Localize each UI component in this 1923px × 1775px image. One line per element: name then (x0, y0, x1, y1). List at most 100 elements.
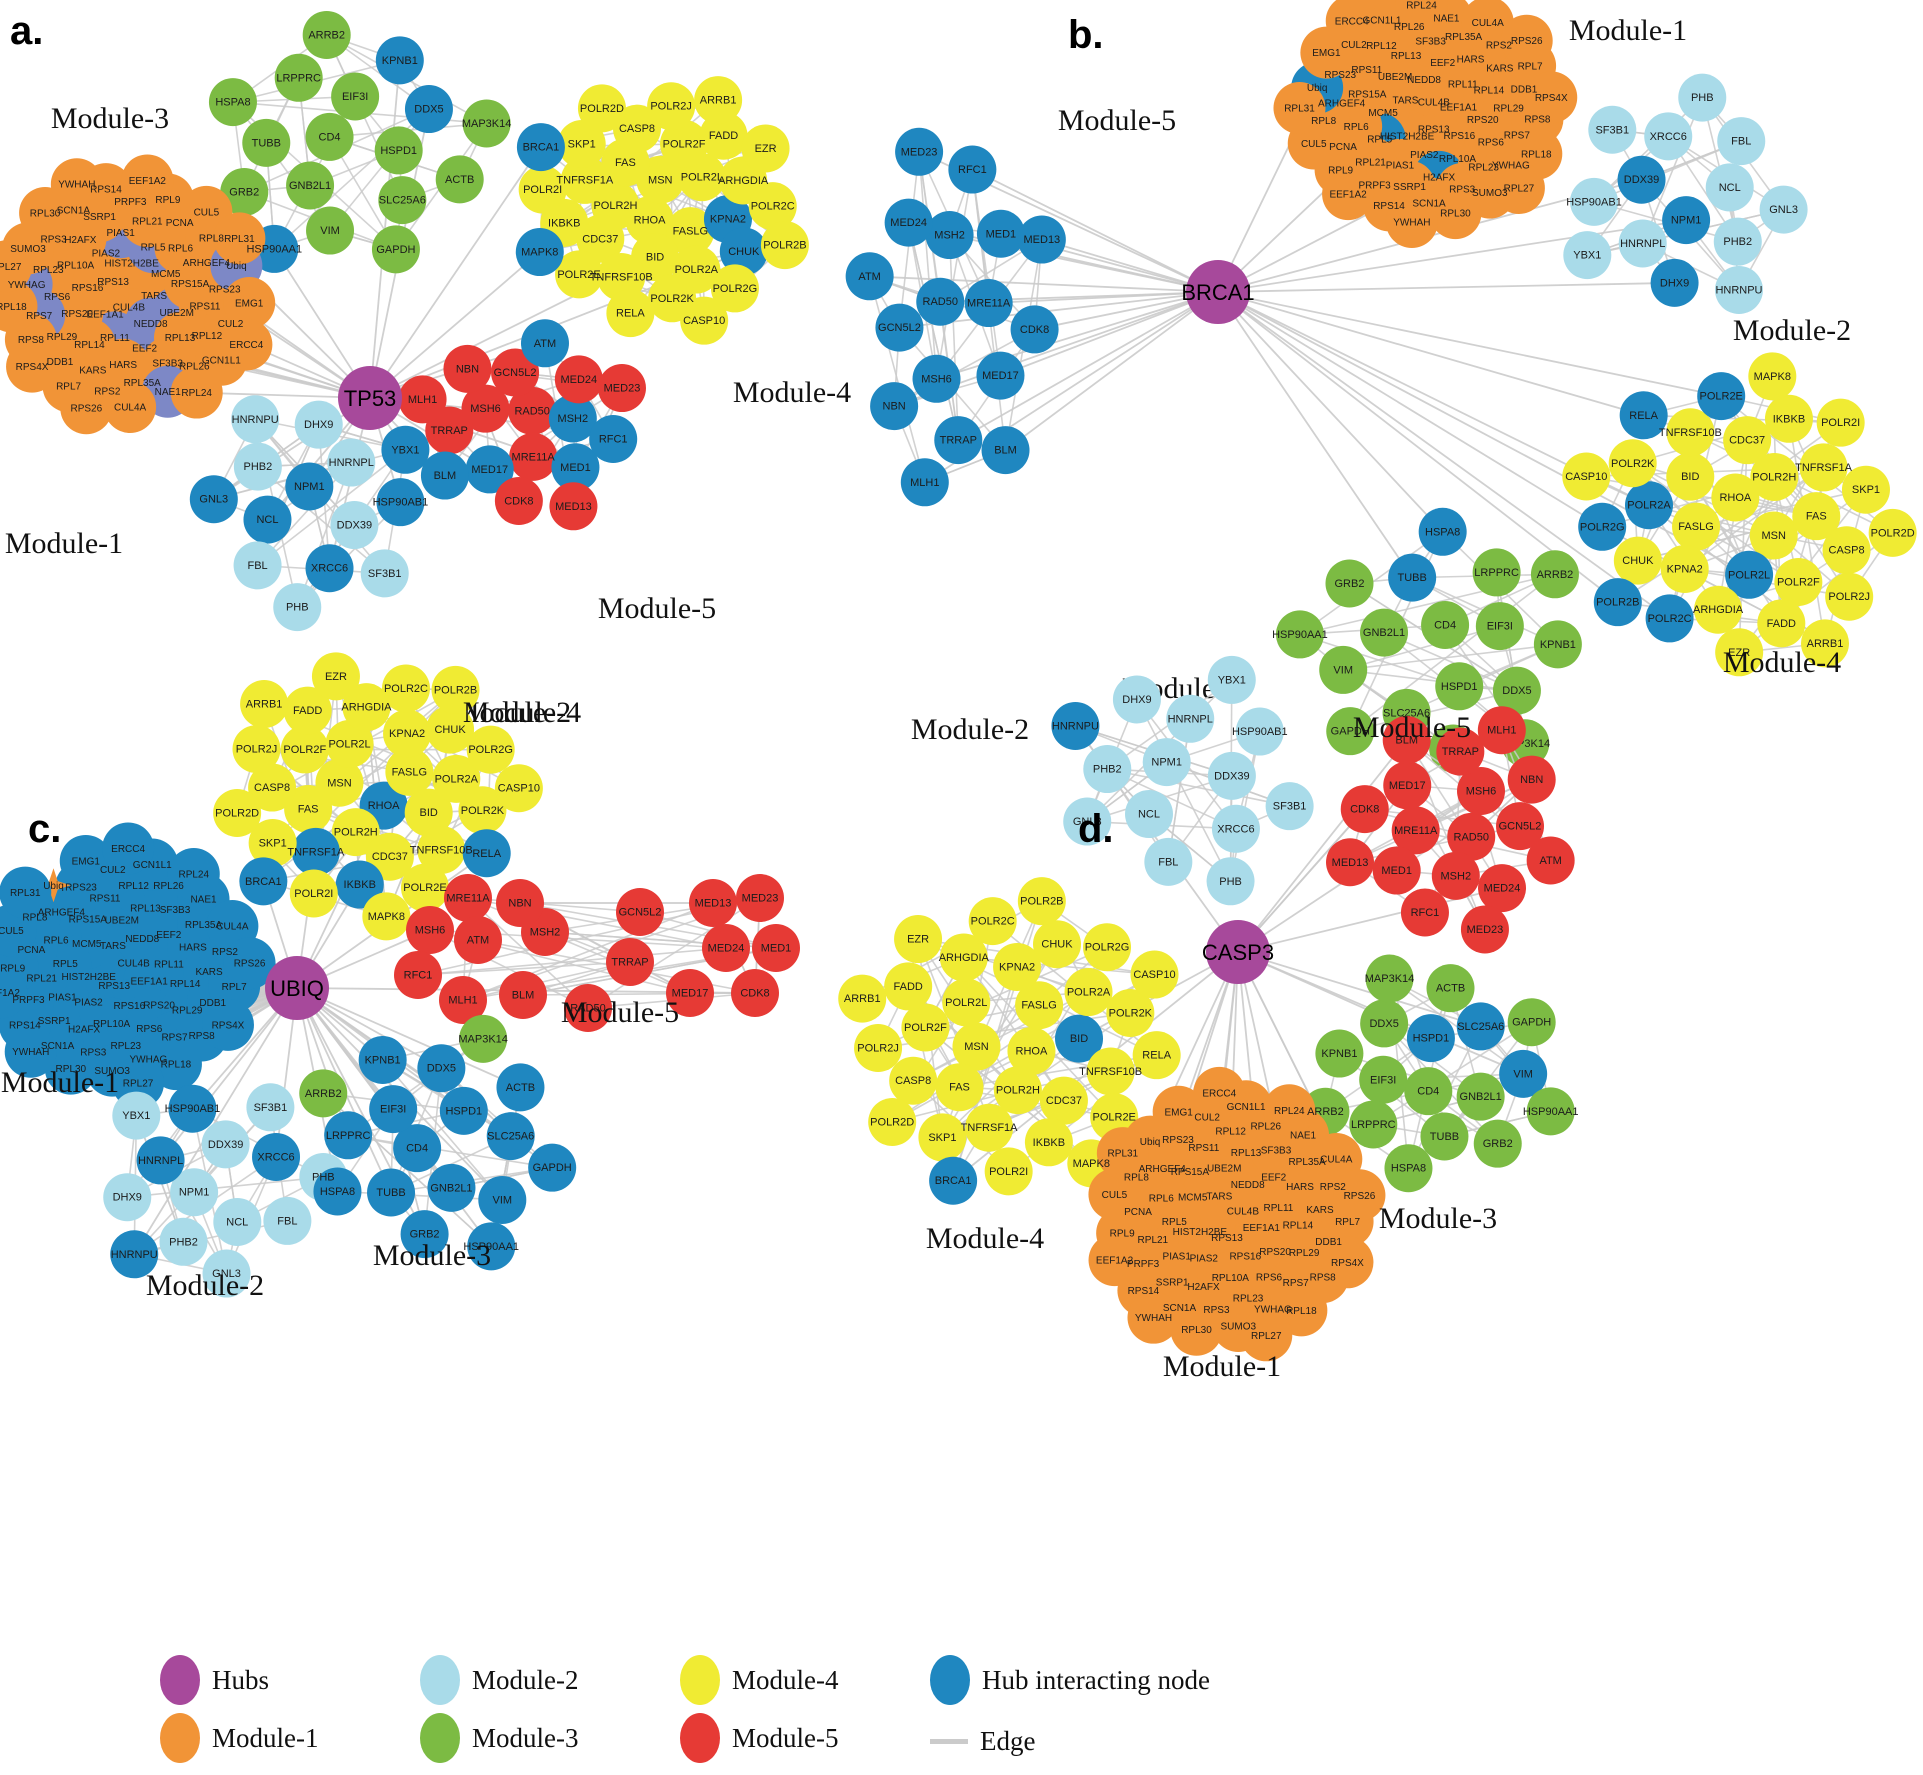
node-MSH2 (1431, 851, 1480, 900)
node-MLH1 (398, 375, 447, 424)
node-label-VIM: VIM (1513, 1068, 1533, 1080)
node-label-GAPDH: GAPDH (533, 1162, 572, 1174)
node-POLR2F (280, 725, 329, 774)
node-label-CDC37: CDC37 (1046, 1095, 1082, 1107)
node-label-RPL14: RPL14 (1474, 85, 1505, 96)
node-EIF3I (1359, 1055, 1408, 1104)
node-TUBB (1420, 1112, 1469, 1161)
node-MED13 (1017, 215, 1066, 264)
node-label-CUL4A: CUL4A (1472, 18, 1505, 29)
node-label-GNL3: GNL3 (212, 1268, 241, 1280)
node-POLR2D (868, 1097, 917, 1146)
node-EZR (894, 915, 943, 964)
module-caption-b-module1: Module-1 (1569, 14, 1687, 47)
node-label-PIAS1: PIAS1 (48, 992, 77, 1003)
node-RPL24 (1395, 0, 1448, 31)
node-label-ATM: ATM (858, 271, 880, 283)
node-SF3B1 (360, 549, 409, 598)
node-label-MSH2: MSH2 (1441, 870, 1472, 882)
node-label-PRPF3: PRPF3 (12, 995, 45, 1006)
node-label-RPL26: RPL26 (1394, 22, 1425, 33)
node-MED1 (752, 924, 800, 972)
node-MED24 (554, 355, 603, 404)
node-label-TNFRSF1A: TNFRSF1A (1795, 462, 1853, 474)
node-label-RPS8: RPS8 (18, 335, 45, 346)
node-KPNB1 (375, 36, 424, 85)
node-POLR2B (1593, 578, 1642, 627)
node-label-MAPK8: MAPK8 (368, 911, 405, 923)
module-caption-a-module5: Module-5 (598, 592, 716, 625)
node-label-SUMO3: SUMO3 (1221, 1322, 1257, 1333)
node-CUL4A (1461, 0, 1514, 49)
node-label-MED23: MED23 (604, 383, 641, 395)
node-KPNA2 (993, 942, 1042, 991)
node-EEF1A2 (1322, 168, 1375, 221)
module4-swatch (680, 1655, 720, 1705)
node-NCL (1125, 790, 1174, 839)
node-label-RPS23: RPS23 (65, 882, 97, 893)
node-MED1 (551, 443, 600, 492)
node-label-RPS14: RPS14 (90, 185, 122, 196)
node-VIM (1319, 645, 1368, 694)
node-MAPK8 (515, 228, 564, 277)
node-label-HIST2H2BE: HIST2H2BE (61, 972, 116, 983)
node-label-RPS2: RPS2 (94, 387, 121, 398)
node-CDK8 (494, 476, 543, 525)
node-label-FASLG: FASLG (673, 226, 708, 238)
node-SF3B1 (246, 1083, 295, 1132)
node-XRCC6 (1644, 112, 1693, 161)
node-label-HSPD1: HSPD1 (1441, 681, 1478, 693)
node-label-POLR2F: POLR2F (1777, 577, 1820, 589)
legend-label: Module-5 (732, 1722, 839, 1753)
node-label-RPS15A: RPS15A (1348, 90, 1387, 101)
node-MAP3K14 (459, 1014, 508, 1063)
node-label-NCL: NCL (226, 1216, 248, 1228)
node-label-BID: BID (1070, 1033, 1088, 1045)
node-RFC1 (1400, 888, 1449, 937)
node-RPS4X (1321, 1236, 1374, 1289)
node-label-SLC25A6: SLC25A6 (379, 195, 426, 207)
node-label-POLR2H: POLR2H (996, 1085, 1040, 1097)
node-label-POLR2H: POLR2H (593, 200, 637, 212)
node-label-HARS: HARS (179, 943, 207, 954)
node-MED23 (597, 364, 646, 413)
node-label-RPL26: RPL26 (1250, 1121, 1281, 1132)
node-label-RPS20: RPS20 (143, 1001, 175, 1012)
hub-label-BRCA1: BRCA1 (1181, 280, 1254, 305)
node-GCN5L2 (1496, 802, 1545, 851)
node-FAS (935, 1063, 984, 1112)
node-CHUK (1033, 920, 1082, 969)
node-label-KARS: KARS (1486, 64, 1514, 75)
node-EEF1A2 (1088, 1234, 1141, 1287)
node-label-MAP3K14: MAP3K14 (458, 1033, 508, 1045)
node-label-RFC1: RFC1 (958, 164, 987, 176)
node-label-SF3B3: SF3B3 (1415, 36, 1446, 47)
node-ARHGDIA (939, 933, 988, 982)
node-label-HNRNPU: HNRNPU (1715, 284, 1762, 296)
node-NBN (1507, 755, 1556, 804)
node-label-FASLG: FASLG (1678, 521, 1713, 533)
node-POLR2I (289, 869, 338, 918)
node-label-RPS7: RPS7 (161, 1033, 188, 1044)
node-CHUK (1613, 536, 1662, 585)
node-FADD (699, 111, 748, 160)
node-label-RPL21: RPL21 (26, 973, 57, 984)
node-label-PCNA: PCNA (166, 218, 194, 229)
node-label-SF3B3: SF3B3 (160, 905, 191, 916)
node-RFC1 (394, 951, 442, 999)
node-label-PHB2: PHB2 (1723, 236, 1752, 248)
node-label-SSRP1: SSRP1 (1156, 1278, 1189, 1289)
node-BID (404, 788, 453, 837)
node-RPS26 (1500, 14, 1553, 67)
node-label-POLR2K: POLR2K (1109, 1007, 1153, 1019)
node-label-GNB2L1: GNB2L1 (1363, 627, 1405, 639)
node-label-MSH6: MSH6 (470, 403, 501, 415)
node-label-SSRP1: SSRP1 (38, 1016, 71, 1027)
node-TUBB (242, 118, 291, 167)
node-label-FADD: FADD (894, 981, 923, 993)
node-label-HSP90AA1: HSP90AA1 (1272, 629, 1328, 641)
node-label-TNFRSF10B: TNFRSF10B (590, 271, 653, 283)
node-label-SLC25A6: SLC25A6 (487, 1131, 534, 1143)
node-label-FADD: FADD (709, 130, 738, 142)
node-label-ERCC4: ERCC4 (229, 340, 263, 351)
